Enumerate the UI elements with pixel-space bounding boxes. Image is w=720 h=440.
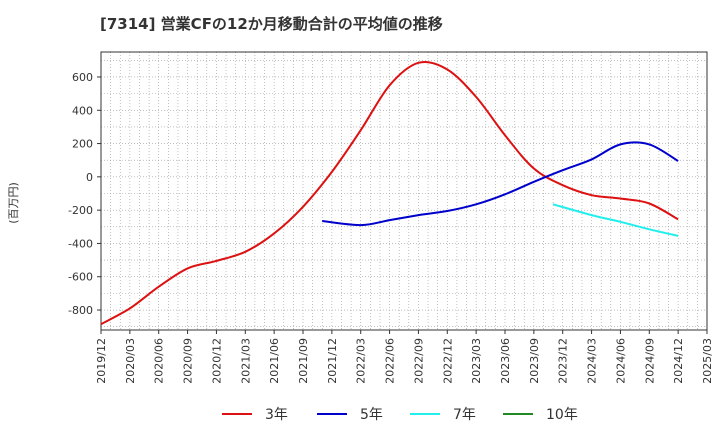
x-tick-label: 2021/03	[239, 338, 252, 384]
x-tick-label: 2020/06	[153, 338, 166, 384]
x-tick-label: 2023/12	[557, 338, 570, 384]
y-tick-label: 0	[86, 171, 93, 184]
x-tick-label: 2020/09	[182, 338, 195, 384]
y-tick-label: -800	[68, 304, 93, 317]
chart-title: [7314] 営業CFの12か月移動合計の平均値の推移	[100, 15, 443, 33]
y-axis-ticks: 600 400 200 0 -200 -400 -600 -800	[68, 71, 101, 317]
x-tick-label: 2021/09	[297, 338, 310, 384]
x-tick-label: 2021/12	[326, 338, 339, 384]
y-tick-label: 200	[72, 138, 93, 151]
grid	[101, 52, 707, 330]
legend-label: 5年	[360, 407, 383, 423]
legend-label: 7年	[453, 407, 476, 423]
x-tick-label: 2023/06	[499, 338, 512, 384]
legend: 3年 5年 7年 10年	[222, 407, 578, 423]
legend-label: 3年	[265, 407, 288, 423]
x-tick-label: 2021/06	[268, 338, 281, 384]
x-tick-label: 2025/03	[701, 338, 714, 384]
x-tick-label: 2024/06	[614, 338, 627, 384]
y-tick-label: 600	[72, 71, 93, 84]
series-line-3	[552, 203, 679, 237]
y-axis-label: (百万円)	[7, 182, 20, 224]
y-tick-label: 400	[72, 104, 93, 117]
x-tick-label: 2024/09	[643, 338, 656, 384]
y-tick-label: -200	[68, 204, 93, 217]
x-tick-label: 2022/03	[355, 338, 368, 384]
x-axis-ticks: 2019/12 2020/03 2020/06 2020/09 2020/12 2021/…	[95, 330, 714, 384]
x-tick-label: 2020/12	[210, 338, 223, 384]
series-line-2	[322, 141, 679, 227]
plot-frame	[100, 51, 708, 331]
x-tick-label: 2023/03	[470, 338, 483, 384]
legend-label: 10年	[546, 407, 578, 423]
x-tick-label: 2024/03	[586, 338, 599, 384]
x-tick-label: 2023/09	[528, 338, 541, 384]
x-tick-label: 2022/06	[384, 338, 397, 384]
x-tick-label: 2019/12	[95, 338, 108, 384]
x-tick-label: 2022/12	[441, 338, 454, 384]
x-tick-label: 2022/09	[412, 338, 425, 384]
x-tick-label: 2024/12	[672, 338, 685, 384]
series-line-1	[100, 60, 679, 326]
y-tick-label: -400	[68, 237, 93, 250]
y-tick-label: -600	[68, 271, 93, 284]
series-lines	[100, 60, 679, 326]
x-tick-label: 2020/03	[124, 338, 137, 384]
